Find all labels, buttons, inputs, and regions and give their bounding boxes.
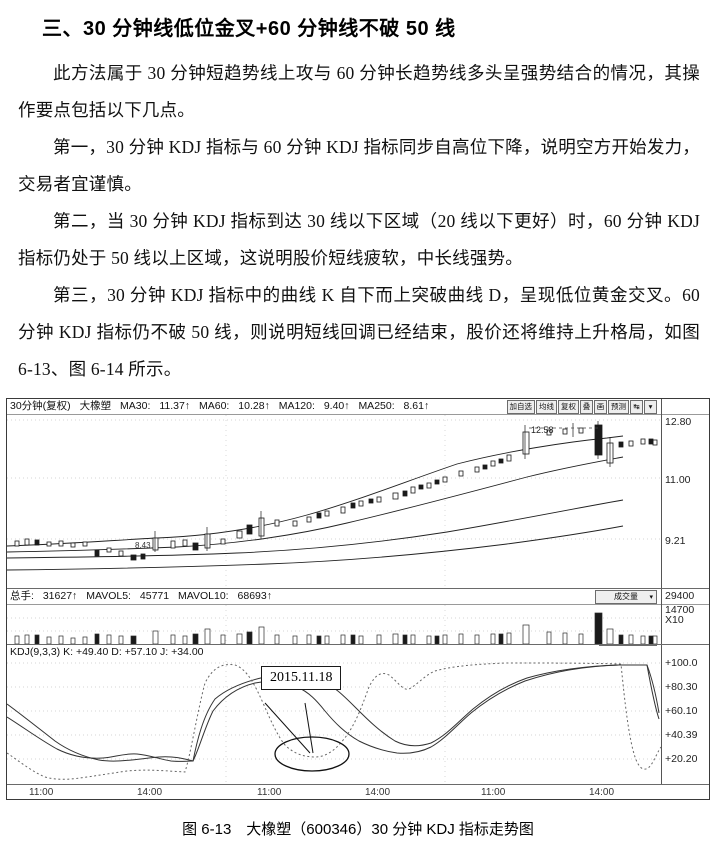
volume-axis-tick-2: 14700 [665,604,695,616]
total-volume-label: 总手: [10,590,34,602]
ma120-line [7,499,624,559]
ma60-label: MA60: [198,400,230,412]
price-plot: 12.58 8.43 [7,415,661,588]
time-tick-5: 11:00 [481,787,506,798]
draw-button[interactable]: 画 [594,400,607,414]
price-panel-header: 30分钟(复权) 大橡塑 MA30: 11.37↑ MA60: 10.28↑ M… [7,399,709,415]
time-tick-2: 14:00 [137,787,163,798]
stock-name-label: 大橡塑 [79,400,112,412]
date-annotation-box: 2015.11.18 [261,666,342,690]
ma30-line [7,435,624,547]
kdj-axis-tick-4: +40.39 [665,729,698,741]
kdj-panel: KDJ(9,3,3) K: +49.40 D: +57.10 J: +34.00… [7,645,709,785]
kdj-j-line [7,662,661,780]
kdj-axis-tick-3: +60.10 [665,705,698,717]
time-tick-1: 11:00 [29,787,54,798]
overlay-button[interactable]: 叠 [580,400,593,414]
kdj-axis: +100.0 +80.30 +60.10 +40.39 +20.20 [661,645,709,784]
ma120-label: MA120: [278,400,315,412]
adjust-button[interactable]: 复权 [558,400,579,414]
time-axis: 11:00 14:00 11:00 14:00 11:00 14:00 [7,785,709,802]
price-axis-tick-2: 11.00 [665,474,691,486]
annotation-leader-lines [264,702,314,754]
chevron-down-icon[interactable]: ▾ [644,400,657,414]
golden-cross-ellipse [274,736,350,772]
ma250-label: MA250: [358,400,395,412]
mavol10-value: 68693↑ [237,590,272,602]
chart-window: 30分钟(复权) 大橡塑 MA30: 11.37↑ MA60: 10.28↑ M… [6,398,710,800]
ma120-value: 9.40↑ [323,400,350,412]
kdj-values-label: KDJ(9,3,3) K: +49.40 D: +57.10 J: +34.00 [10,646,204,658]
price-low-label: 8.43 [135,541,151,550]
ma30-label: MA30: [120,400,151,412]
trendline-button[interactable]: 均线 [536,400,557,414]
expand-icon[interactable]: ↹ [630,400,643,414]
price-axis: 12.80 11.00 9.21 [661,399,709,588]
ma250-value: 8.61↑ [403,400,430,412]
add-favorite-button[interactable]: 加自选 [506,400,535,414]
volume-panel: 总手: 31627↑ MAVOL5: 45771 MAVOL10: 68693↑… [7,589,709,645]
forecast-button[interactable]: 预测 [608,400,629,414]
kdj-axis-tick-2: +80.30 [665,681,698,693]
paragraph-1: 此方法属于 30 分钟短趋势线上攻与 60 分钟长趋势线多头呈强势结合的情况，其… [18,63,700,120]
volume-indicator-dropdown[interactable]: 成交量 ▾ [595,590,657,604]
candlesticks [14,421,658,561]
volume-plot [7,605,661,644]
volume-axis-tick-1: 29400 [665,590,695,602]
chevron-down-icon: ▾ [649,594,653,601]
total-volume-value: 31627↑ [42,590,78,602]
time-tick-6: 14:00 [589,787,615,798]
mavol10-label: MAVOL10: [178,590,229,602]
kdj-axis-tick-1: +100.0 [665,657,698,669]
page-title: 三、30 分钟线低位金叉+60 分钟线不破 50 线 [42,18,456,40]
price-axis-tick-3: 9.21 [665,535,686,547]
ma60-line [7,456,624,553]
volume-chart-svg [7,605,661,644]
figure-caption: 图 6-13 大橡塑（600346）30 分钟 KDJ 指标走势图 [182,821,534,838]
mavol5-label: MAVOL5: [86,590,131,602]
body-text: 此方法属于 30 分钟短趋势线上攻与 60 分钟长趋势线多头呈强势结合的情况，其… [18,55,700,388]
ma-lines [7,435,624,571]
price-axis-tick-1: 12.80 [665,416,692,428]
kdj-panel-header: KDJ(9,3,3) K: +49.40 D: +57.10 J: +34.00… [7,645,709,660]
price-peak-label: 12.58 [531,425,554,435]
price-chart-svg [7,415,661,588]
paragraph-3: 第二，当 30 分钟 KDJ 指标到达 30 线以下区域（20 线以下更好）时，… [18,211,700,268]
volume-dropdown-label: 成交量 [614,592,638,601]
paragraph-4: 第三，30 分钟 KDJ 指标中的曲线 K 自下而上突破曲线 D，呈现低位黄金交… [18,285,700,379]
volume-axis-unit: X10 [665,614,684,626]
chart-toolbar: 加自选 均线 复权 叠 画 预测 ↹ ▾ [506,400,657,414]
volume-bars [14,612,658,644]
page-root: 三、30 分钟线低位金叉+60 分钟线不破 50 线 此方法属于 30 分钟短趋… [0,12,716,852]
price-panel: 30分钟(复权) 大橡塑 MA30: 11.37↑ MA60: 10.28↑ M… [7,399,709,589]
price-vgridlines [225,415,446,588]
ma30-value: 11.37↑ [159,400,191,412]
time-tick-3: 11:00 [257,787,282,798]
indicator-description-button[interactable]: 指标说明 [599,645,657,646]
paragraph-2: 第一，30 分钟 KDJ 指标与 60 分钟 KDJ 指标同步自高位下降，说明空… [18,137,700,194]
ma60-value: 10.28↑ [238,400,270,412]
kdj-axis-tick-5: +20.20 [665,753,698,765]
price-gridlines [7,419,661,540]
kdj-plot: 2015.11.18 [7,661,661,784]
mavol5-value: 45771 [139,590,170,602]
volume-axis: 29400 14700 X10 [661,589,709,644]
volume-panel-header: 总手: 31627↑ MAVOL5: 45771 MAVOL10: 68693↑… [7,589,709,605]
period-label: 30分钟(复权) [10,400,71,412]
ma250-line [7,525,624,571]
time-tick-4: 14:00 [365,787,391,798]
